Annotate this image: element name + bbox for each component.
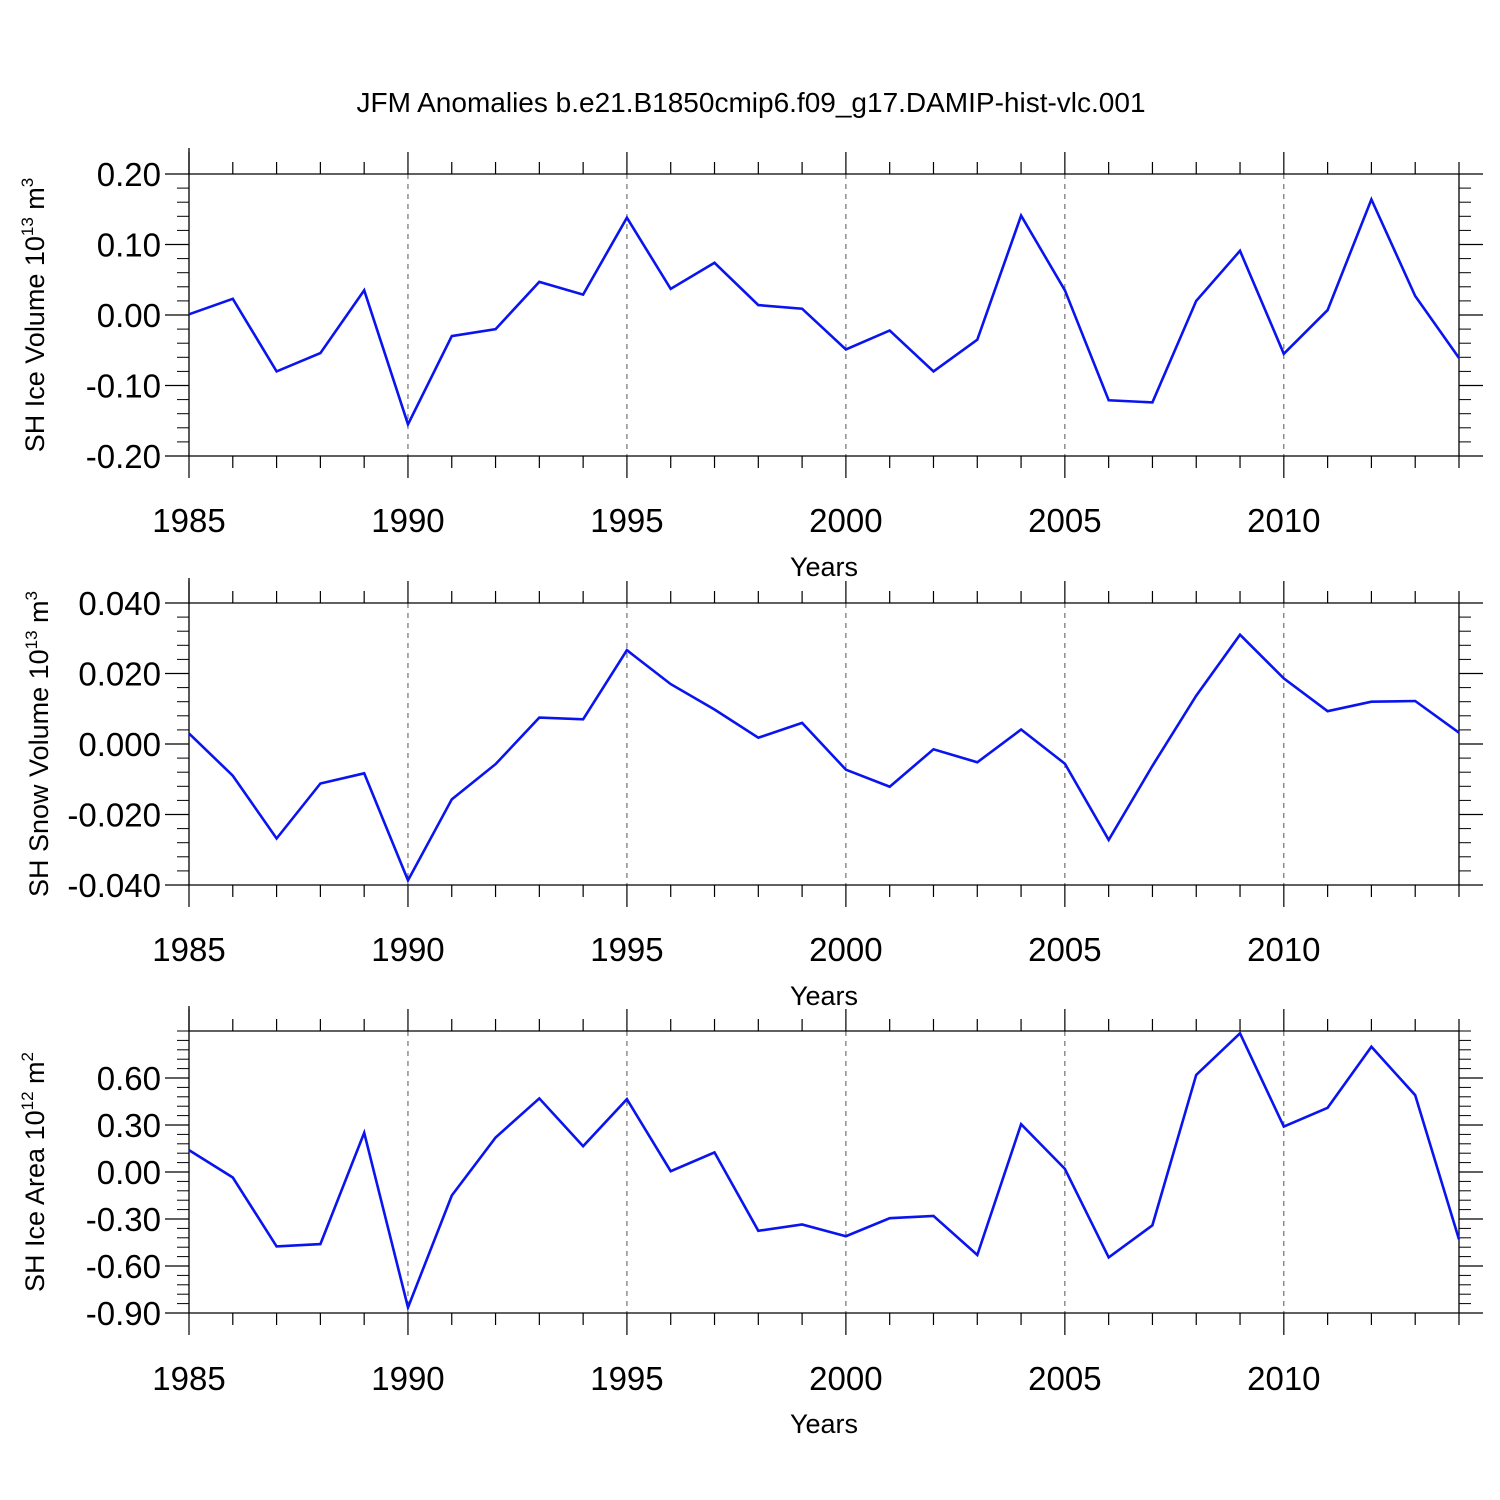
- y-tick-label: -0.20: [86, 438, 161, 475]
- x-tick-label: 1985: [152, 1360, 225, 1397]
- y-tick-label: 0.00: [97, 1154, 161, 1191]
- x-tick-label: 2010: [1247, 1360, 1320, 1397]
- panel-sh-ice-area: -0.90 -0.60 -0.30 0.00 0.30 0.60 1985 1990 1995 2…: [18, 1006, 1483, 1439]
- x-tick-label: 2000: [809, 502, 882, 539]
- x-tick-label: 1990: [371, 931, 444, 968]
- y-tick-label: 0.040: [78, 585, 161, 622]
- x-tick-label: 2005: [1028, 931, 1101, 968]
- y-tick-label: 0.30: [97, 1107, 161, 1144]
- x-tick-label: 1995: [590, 502, 663, 539]
- x-tick-label: 1995: [590, 931, 663, 968]
- panel-sh-snow-volume: -0.040 -0.020 0.000 0.020 0.040 1985 1990 1995 2…: [22, 578, 1483, 1011]
- x-axis-label: Years: [790, 1409, 858, 1439]
- y-tick-label: 0.60: [97, 1060, 161, 1097]
- y-axis-label: SH Snow Volume 1013 m3: [22, 591, 54, 897]
- y-tick-label: -0.10: [86, 368, 161, 405]
- y-tick-label: -0.040: [67, 867, 161, 904]
- x-tick-label: 1990: [371, 502, 444, 539]
- x-axis-label: Years: [790, 552, 858, 582]
- y-tick-label: 0.10: [97, 227, 161, 264]
- series-line: [188, 1031, 1461, 1312]
- x-tick-label: 2010: [1247, 931, 1320, 968]
- panels: -0.20 -0.10 0.00 0.10 0.20 1985 1990 1995 2000 20…: [18, 148, 1483, 1439]
- y-tick-label: -0.020: [67, 797, 161, 834]
- x-tick-label: 2005: [1028, 1360, 1101, 1397]
- y-tick-label: 0.000: [78, 726, 161, 763]
- y-tick-label: -0.90: [86, 1295, 161, 1332]
- y-tick-label: 0.20: [97, 156, 161, 193]
- y-tick-label: -0.30: [86, 1201, 161, 1238]
- x-tick-label: 2000: [809, 931, 882, 968]
- y-tick-label: 0.020: [78, 656, 161, 693]
- x-tick-label: 2010: [1247, 502, 1320, 539]
- series-line: [188, 196, 1461, 428]
- x-axis-label: Years: [790, 981, 858, 1011]
- x-tick-label: 1995: [590, 1360, 663, 1397]
- x-tick-label: 2005: [1028, 502, 1101, 539]
- x-tick-label: 1990: [371, 1360, 444, 1397]
- x-tick-label: 1985: [152, 931, 225, 968]
- series-line: [188, 632, 1460, 884]
- panel-sh-ice-volume: -0.20 -0.10 0.00 0.10 0.20 1985 1990 1995 2000 20…: [18, 148, 1483, 582]
- x-tick-label: 1985: [152, 502, 225, 539]
- y-axis-label: SH Ice Volume 1013 m3: [18, 178, 50, 453]
- y-axis-label: SH Ice Area 1012 m2: [18, 1052, 50, 1292]
- figure-title: JFM Anomalies b.e21.B1850cmip6.f09_g17.D…: [356, 87, 1145, 118]
- x-tick-label: 2000: [809, 1360, 882, 1397]
- y-tick-label: 0.00: [97, 297, 161, 334]
- y-tick-label: -0.60: [86, 1248, 161, 1285]
